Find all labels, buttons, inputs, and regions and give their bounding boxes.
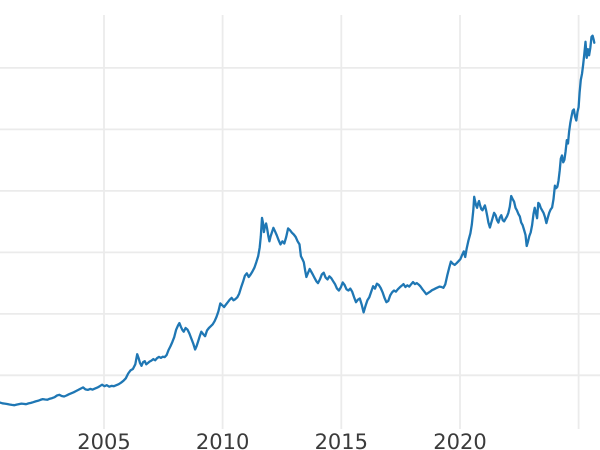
x-tick-label-2020: 2020 (433, 430, 486, 450)
price-series-line (0, 34, 596, 407)
vertical-gridlines (103, 15, 580, 429)
horizontal-gridlines (0, 67, 600, 377)
x-axis-tick-labels: 2005 2010 2015 2020 (77, 430, 486, 450)
x-tick-label-2010: 2010 (196, 430, 249, 450)
x-tick-label-2005: 2005 (77, 430, 130, 450)
x-tick-label-2015: 2015 (315, 430, 368, 450)
price-series (0, 34, 596, 407)
